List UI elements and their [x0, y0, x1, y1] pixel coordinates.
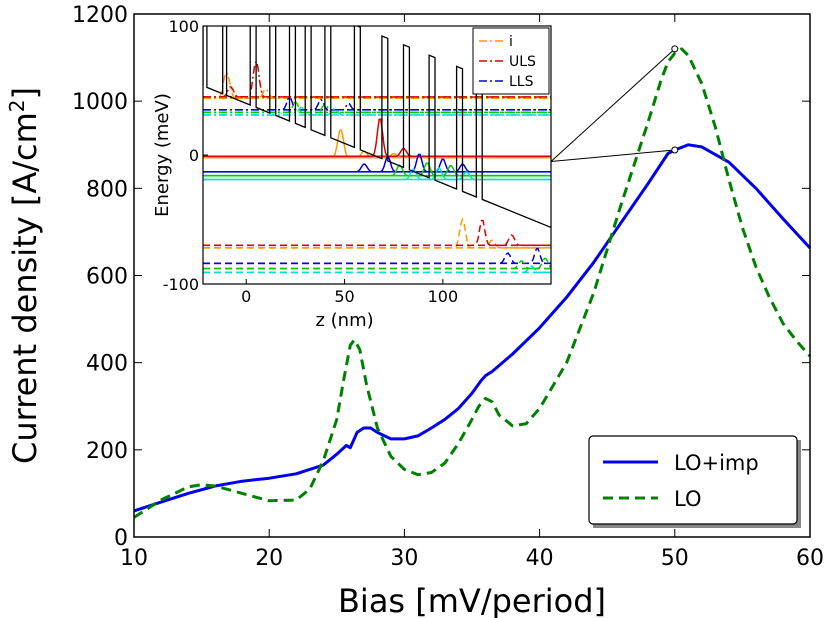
main-plot-frame	[133, 13, 811, 538]
zoom-line	[550, 48, 676, 162]
wavefunction	[203, 247, 551, 265]
wavefunction	[203, 59, 551, 98]
zoom-line	[550, 149, 675, 162]
y-axis-label: Current density [A/cm2]	[5, 87, 44, 464]
inset-legend: i ULS LLS	[472, 27, 550, 95]
wavefunction	[203, 153, 551, 173]
y-tick-label: 0	[114, 526, 128, 551]
x-tick-label: 50	[661, 546, 689, 571]
x-tick-label: 20	[255, 546, 283, 571]
y-tick-label: 600	[86, 265, 128, 290]
legend-box	[588, 435, 798, 525]
marker-layer	[671, 45, 679, 154]
inset-frame	[202, 25, 552, 285]
wavefunction	[203, 95, 551, 111]
series-line-lo	[133, 47, 812, 519]
wavefunction	[203, 70, 551, 99]
zoom-connector-lines	[550, 48, 676, 162]
y-tick-label: 800	[86, 177, 128, 202]
x-tick-label: 60	[796, 546, 824, 571]
inset-y-tick-label: 0	[189, 146, 199, 165]
x-tick-label: 40	[526, 546, 554, 571]
wavefunction	[203, 118, 551, 158]
legend-label-lo-imp: LO+imp	[674, 451, 759, 475]
inset-y-tick-label: 100	[168, 17, 199, 36]
inset-x-tick-label: 0	[241, 287, 251, 306]
y-tick-label: 200	[86, 439, 128, 464]
y-axis-label-main: Current density [A/cm	[6, 112, 44, 464]
inset-ticks: 0 50 100 -100 0 100	[163, 17, 458, 306]
y-axis-label-end: ]	[6, 87, 44, 99]
y-tick-label: 1200	[72, 3, 128, 28]
inset-x-tick-label: 100	[428, 287, 459, 306]
inset-legend-label-uls: ULS	[509, 54, 536, 70]
y-axis-label-sup: 2	[5, 99, 29, 112]
inset-y-tick-label: -100	[163, 275, 199, 294]
x-tick-label: 10	[120, 546, 148, 571]
wavefunction	[203, 101, 551, 114]
y-tick-label: 400	[86, 352, 128, 377]
inset-legend-label-i: i	[509, 34, 513, 50]
wavefunction	[203, 257, 551, 270]
inset-x-tick-label: 50	[334, 287, 354, 306]
legend-label-lo: LO	[674, 487, 701, 511]
inset-content	[203, 26, 551, 274]
y-tick-label: 1000	[72, 90, 128, 115]
x-axis-label: Bias [mV/period]	[338, 582, 606, 618]
inset-legend-label-lls: LLS	[509, 74, 534, 90]
wavefunction	[203, 129, 551, 159]
x-tick-label: 30	[390, 546, 418, 571]
inset-y-axis-label: Energy (meV)	[152, 93, 173, 217]
wavefunction	[203, 219, 551, 247]
marker-point	[671, 45, 679, 53]
wavefunction	[203, 217, 551, 249]
wavefunction	[203, 265, 551, 274]
marker-point	[671, 146, 679, 154]
conduction-band-profile	[203, 26, 551, 229]
inset-x-axis-label: z (nm)	[315, 310, 373, 331]
wavefunction	[203, 162, 551, 177]
wavefunction	[203, 166, 551, 181]
main-legend: LO+imp LO	[588, 435, 801, 528]
